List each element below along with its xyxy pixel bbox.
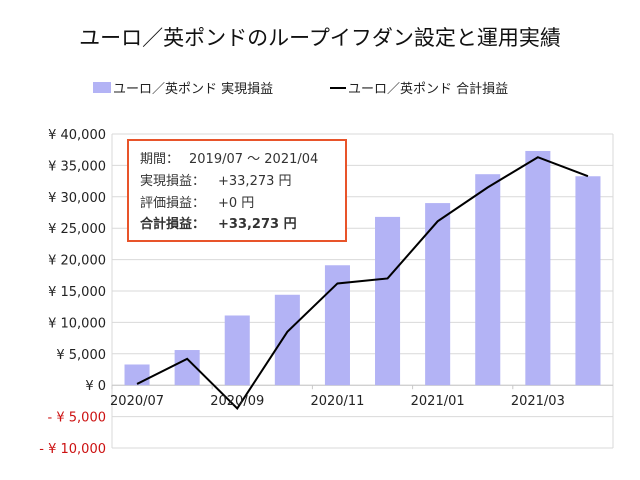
y-tick-label: ¥ 15,000 [48,285,106,300]
x-tick-label: 2020/11 [310,394,364,409]
y-tick-label: ¥ 10,000 [48,316,106,331]
x-tick-label: 2020/07 [110,394,164,409]
y-tick-label: ¥ 5,000 [56,348,106,363]
chart-title: ユーロ／英ポンドのループイフダン設定と運用実績 [79,26,561,50]
y-tick-label: ¥ 0 [85,379,106,394]
y-tick-label: ¥ 35,000 [48,159,106,174]
legend-label-bar: ユーロ／英ポンド 実現損益 [113,81,273,97]
bar-2021/04 [575,176,601,386]
bar-2021/02 [475,174,501,386]
legend: ユーロ／英ポンド 実現損益 ユーロ／英ポンド 合計損益 [93,81,508,97]
period-value: 2019/07 ～ 2021/04 [189,152,318,167]
period-label: 期間： [140,152,179,167]
x-tick-label: 2021/03 [511,394,565,409]
x-tick-label: 2020/09 [210,394,264,409]
x-tick-label: 2021/01 [411,394,465,409]
realized-value: +33,273 円 [218,174,292,189]
y-tick-label: - ¥ 10,000 [39,442,106,457]
bar-2021/01 [425,203,451,386]
bar-2020/09 [224,315,250,386]
bar-2020/11 [324,265,350,386]
y-tick-label: - ¥ 5,000 [48,411,106,426]
legend-label-line: ユーロ／英ポンド 合計損益 [348,81,508,97]
unrealized-value: +0 円 [218,196,254,211]
bar-2020/10 [274,294,300,386]
realized-label: 実現損益： [140,173,205,189]
info-box: 期間： 2019/07 ～ 2021/04 実現損益： +33,273 円 評価… [127,139,347,242]
total-value: +33,273 円 [218,217,297,232]
bar-2021/03 [525,150,551,386]
legend-swatch-bar [93,82,111,93]
total-line [136,156,589,411]
unrealized-label: 評価損益： [140,196,205,211]
y-tick-label: ¥ 20,000 [48,254,106,269]
bar-2020/07 [124,364,150,386]
bar-2020/12 [375,216,401,386]
y-tick-label: ¥ 30,000 [48,191,106,206]
total-label: 合計損益： [140,216,205,232]
y-tick-label: ¥ 40,000 [48,128,106,143]
y-tick-label: ¥ 25,000 [48,222,106,237]
